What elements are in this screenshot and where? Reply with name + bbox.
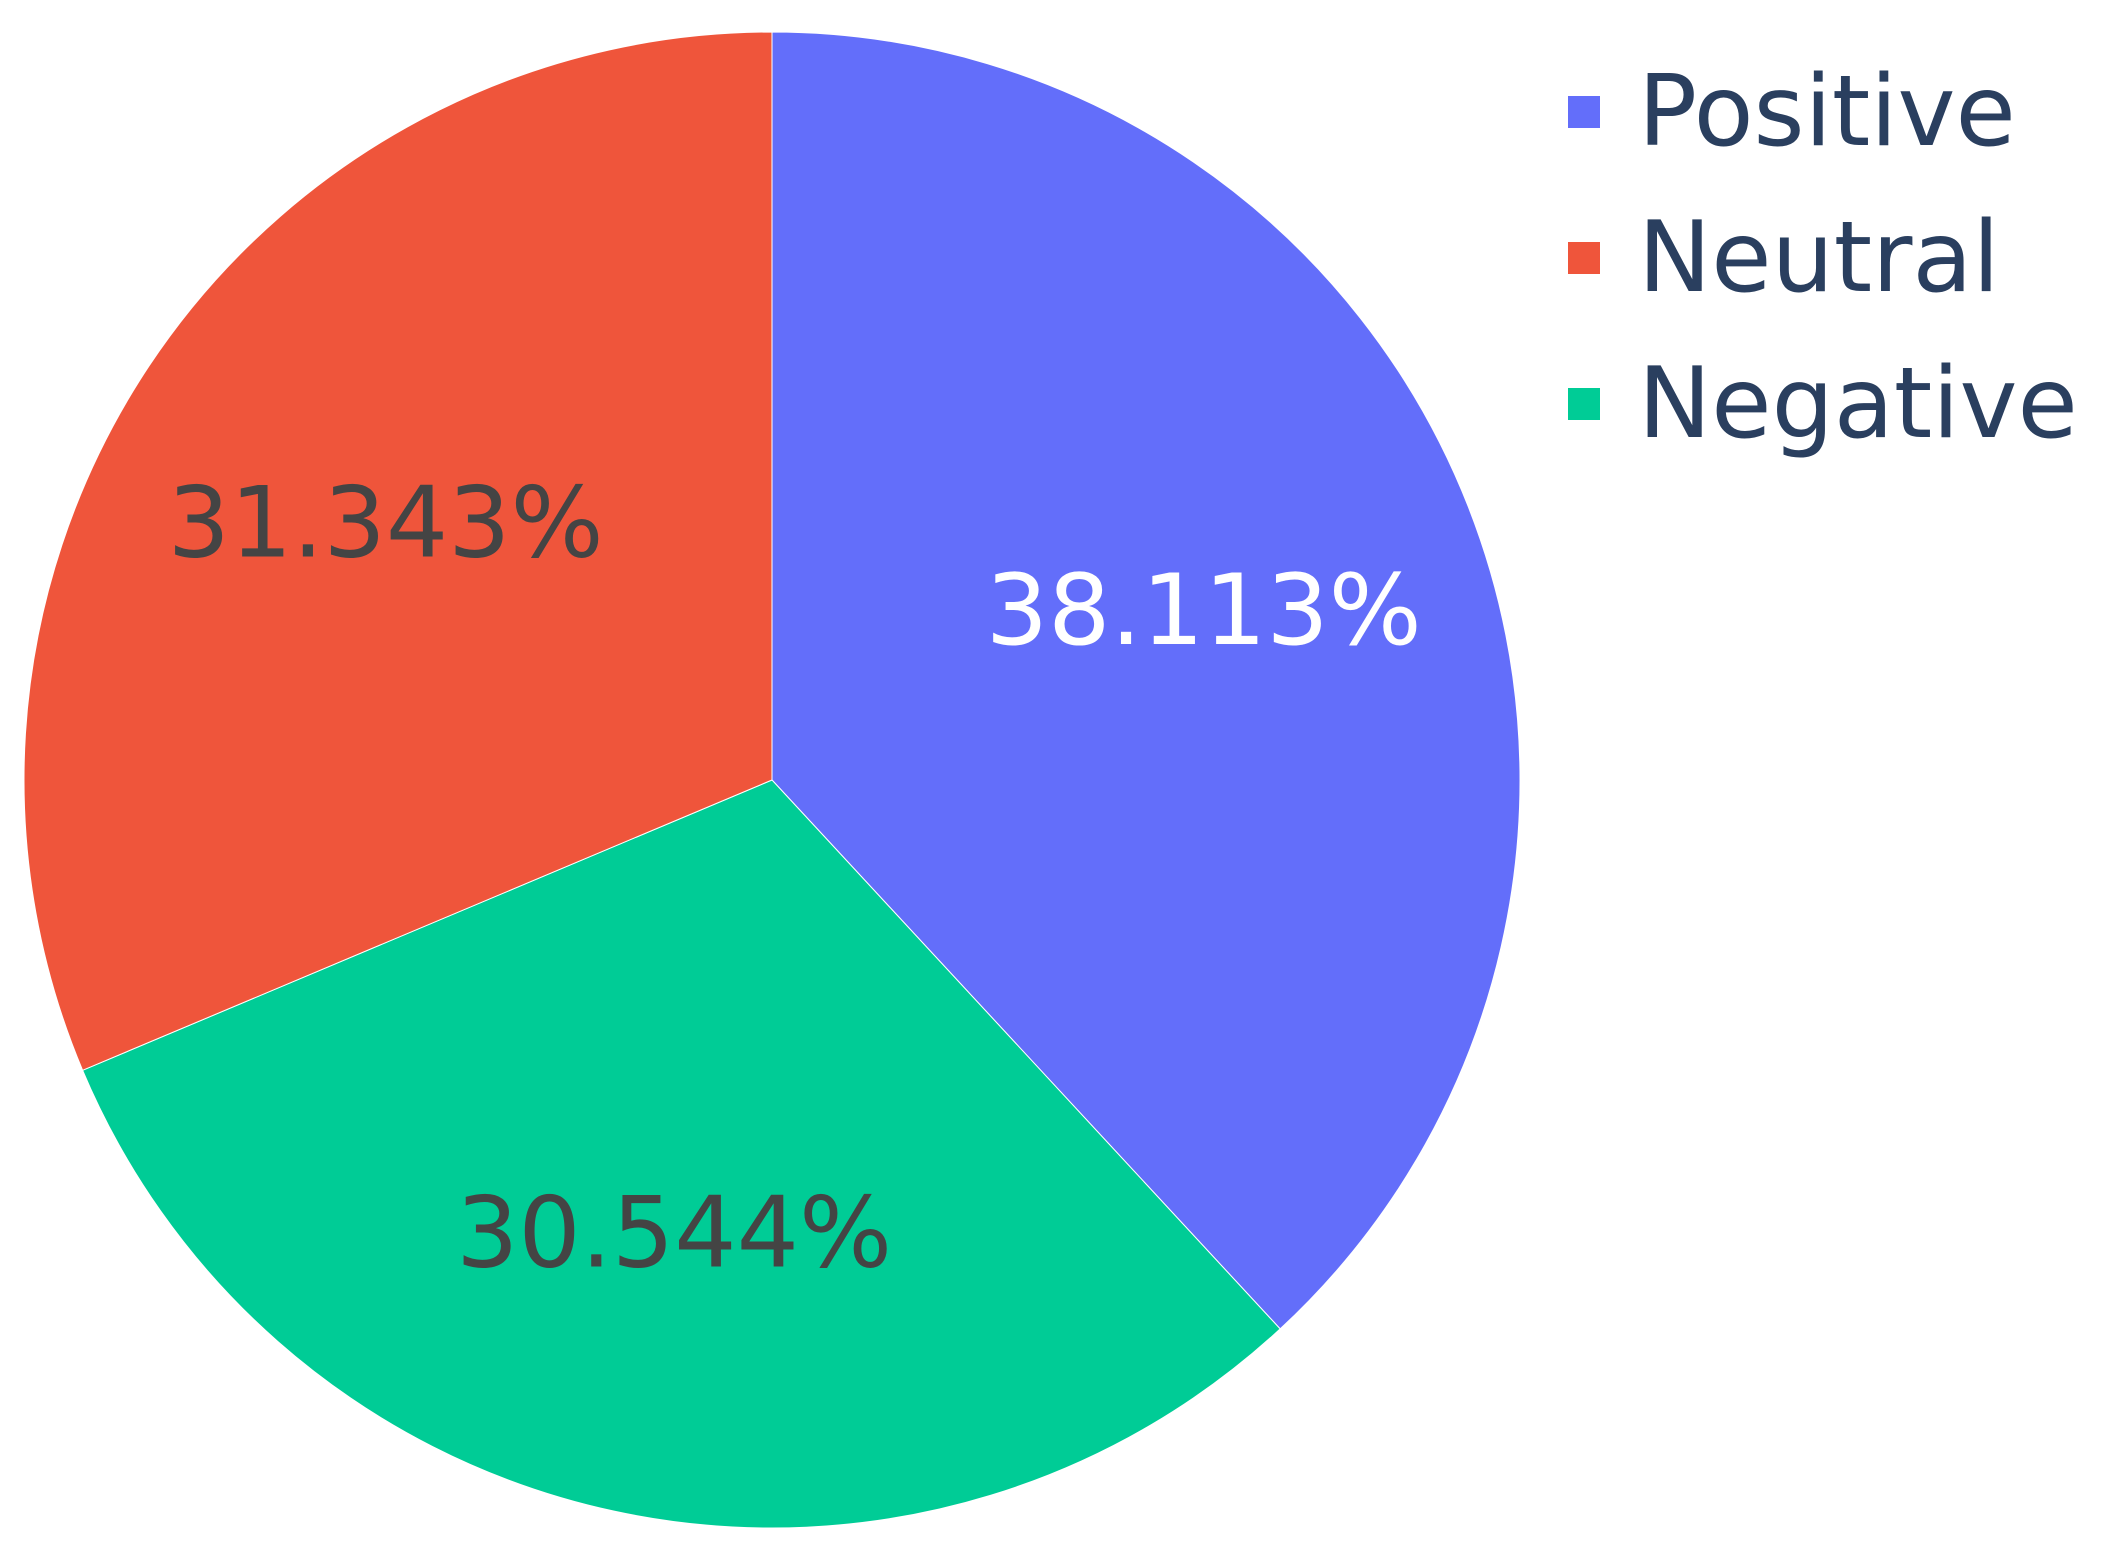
legend-label-positive: Positive xyxy=(1638,55,2016,169)
legend-swatch-negative xyxy=(1568,388,1600,420)
slice-label-neutral: 31.343% xyxy=(168,466,604,580)
pie-slice-labels: 38.113% 30.544% 31.343% xyxy=(168,466,1422,1290)
legend-item-neutral[interactable]: Neutral xyxy=(1568,201,2000,315)
slice-label-positive: 38.113% xyxy=(986,554,1422,668)
legend-swatch-positive xyxy=(1568,96,1600,128)
pie-slice-positive xyxy=(771,31,1521,1330)
legend-swatch-neutral xyxy=(1568,242,1600,274)
pie-slice-negative xyxy=(81,779,1281,1529)
legend-label-negative: Negative xyxy=(1638,347,2078,461)
pie-slices xyxy=(23,31,1521,1529)
legend-item-negative[interactable]: Negative xyxy=(1568,347,2078,461)
pie-slice-neutral xyxy=(23,31,773,1071)
slice-label-negative: 30.544% xyxy=(456,1176,892,1290)
legend-item-positive[interactable]: Positive xyxy=(1568,55,2016,169)
legend: Positive Neutral Negative xyxy=(1568,55,2078,461)
legend-label-neutral: Neutral xyxy=(1638,201,2000,315)
